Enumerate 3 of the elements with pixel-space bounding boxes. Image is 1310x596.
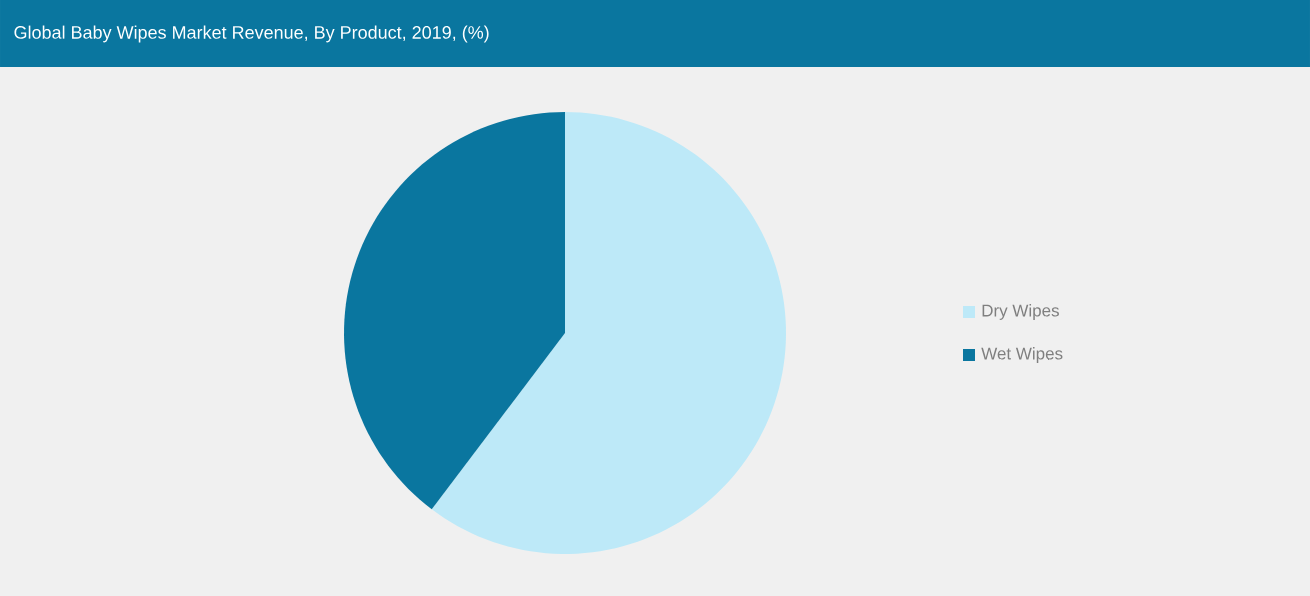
chart-title: Global Baby Wipes Market Revenue, By Product, 2019, (%) [14, 25, 489, 43]
legend-label: Wet Wipes [981, 347, 1063, 363]
legend-label: Dry Wipes [982, 304, 1059, 320]
